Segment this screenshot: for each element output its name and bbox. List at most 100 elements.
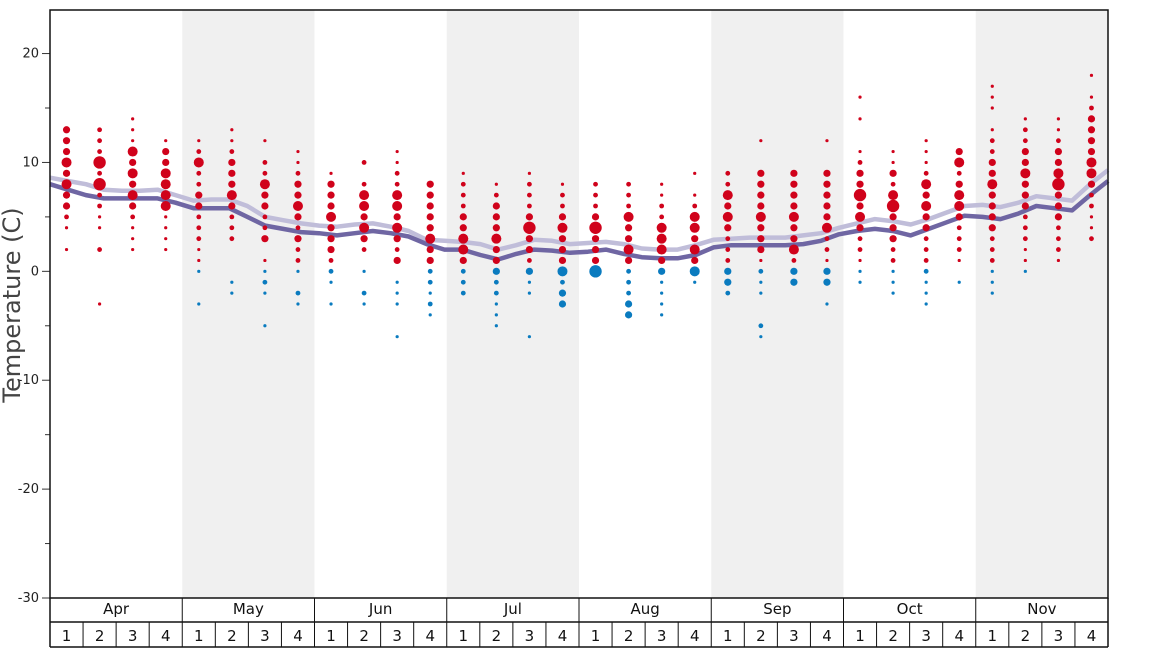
cold-temperature-dot	[624, 300, 633, 308]
warm-temperature-dot	[1056, 138, 1061, 144]
warm-temperature-dot	[691, 235, 699, 243]
warm-temperature-dot	[61, 157, 72, 168]
warm-temperature-dot	[394, 247, 400, 252]
warm-temperature-dot	[725, 247, 731, 252]
week-label: 1	[723, 627, 733, 645]
cold-temperature-dot	[230, 291, 234, 295]
cold-temperature-dot	[525, 267, 534, 275]
warm-temperature-dot	[824, 247, 830, 252]
warm-temperature-dot	[987, 179, 998, 190]
cold-temperature-dot	[361, 290, 367, 296]
warm-temperature-dot	[656, 222, 667, 233]
warm-temperature-dot	[525, 245, 534, 254]
warm-temperature-dot	[956, 236, 962, 242]
warm-temperature-dot	[1054, 147, 1063, 156]
warm-temperature-dot	[359, 201, 370, 211]
warm-temperature-dot	[493, 192, 499, 198]
warm-temperature-dot	[1052, 178, 1065, 191]
warm-temperature-dot	[557, 222, 568, 233]
warm-temperature-dot	[856, 224, 864, 232]
warm-temperature-dot	[989, 138, 995, 144]
warm-temperature-dot	[989, 258, 995, 263]
warm-temperature-dot	[624, 224, 633, 232]
warm-temperature-dot	[459, 213, 467, 221]
cold-temperature-dot	[395, 335, 399, 339]
week-label: 1	[459, 627, 469, 645]
warm-temperature-dot	[823, 180, 831, 188]
warm-temperature-dot	[195, 191, 203, 199]
warm-temperature-dot	[295, 247, 301, 252]
warm-temperature-dot	[361, 181, 367, 187]
warm-temperature-dot	[327, 235, 335, 243]
warm-temperature-dot	[130, 214, 136, 220]
warm-temperature-dot	[1022, 236, 1028, 242]
warm-temperature-dot	[858, 149, 862, 154]
warm-temperature-dot	[394, 181, 400, 187]
warm-temperature-dot	[129, 180, 137, 188]
warm-temperature-dot	[1023, 258, 1027, 263]
warm-temperature-dot	[226, 190, 237, 201]
warm-temperature-dot	[62, 126, 71, 134]
cold-temperature-dot	[891, 280, 895, 284]
warm-temperature-dot	[64, 214, 69, 220]
cold-temperature-dot	[790, 278, 798, 286]
cold-temperature-dot	[891, 269, 895, 273]
warm-temperature-dot	[459, 224, 467, 232]
warm-temperature-dot	[1054, 202, 1063, 210]
warm-temperature-dot	[327, 180, 335, 188]
warm-temperature-dot	[591, 256, 600, 265]
warm-temperature-dot	[426, 213, 434, 221]
warm-temperature-dot	[361, 247, 367, 252]
week-label: 1	[326, 627, 336, 645]
month-band	[182, 10, 315, 598]
warm-temperature-dot	[889, 169, 897, 177]
warm-temperature-dot	[757, 245, 765, 254]
warm-temperature-dot	[527, 203, 532, 209]
warm-temperature-dot	[955, 147, 963, 156]
warm-temperature-dot	[326, 211, 337, 222]
cold-temperature-dot	[660, 302, 664, 306]
cold-temperature-dot	[990, 280, 994, 284]
warm-temperature-dot	[197, 258, 201, 263]
warm-temperature-dot	[791, 258, 797, 263]
warm-temperature-dot	[360, 235, 368, 243]
warm-temperature-dot	[988, 191, 996, 199]
warm-temperature-dot	[195, 202, 203, 210]
cold-temperature-dot	[689, 266, 700, 277]
warm-temperature-dot	[228, 169, 236, 177]
cold-temperature-dot	[263, 291, 267, 295]
series-line-lower	[49, 179, 1110, 262]
y-tick-label: -10	[18, 373, 39, 388]
week-label: 3	[921, 627, 931, 645]
warm-temperature-dot	[1056, 236, 1061, 242]
warm-temperature-dot	[294, 180, 302, 188]
warm-temperature-dot	[131, 117, 135, 121]
cold-temperature-dot	[427, 279, 433, 285]
warm-temperature-dot	[857, 160, 863, 165]
cold-temperature-dot	[492, 267, 500, 275]
week-label: 4	[293, 627, 303, 645]
cold-temperature-dot	[557, 266, 568, 277]
warm-temperature-dot	[1054, 191, 1063, 199]
warm-temperature-dot	[259, 179, 270, 190]
warm-temperature-dot	[891, 160, 895, 165]
warm-temperature-dot	[988, 158, 996, 167]
warm-temperature-dot	[757, 235, 765, 243]
warm-temperature-dot	[97, 170, 102, 176]
warm-temperature-dot	[1089, 203, 1094, 209]
cold-temperature-dot	[626, 290, 631, 296]
warm-temperature-dot	[955, 180, 963, 188]
trend-lines	[49, 168, 1110, 262]
warm-temperature-dot	[658, 256, 666, 265]
week-label: 4	[558, 627, 568, 645]
warm-temperature-dot	[790, 224, 798, 232]
warm-temperature-dot	[1089, 236, 1094, 242]
warm-temperature-dot	[660, 182, 664, 186]
warm-temperature-dot	[131, 247, 135, 252]
warm-temperature-dot	[759, 258, 763, 263]
month-label: May	[233, 600, 264, 618]
warm-temperature-dot	[857, 247, 863, 252]
warm-temperature-dot	[62, 147, 71, 156]
warm-temperature-dot	[327, 202, 335, 210]
week-label: 1	[855, 627, 865, 645]
